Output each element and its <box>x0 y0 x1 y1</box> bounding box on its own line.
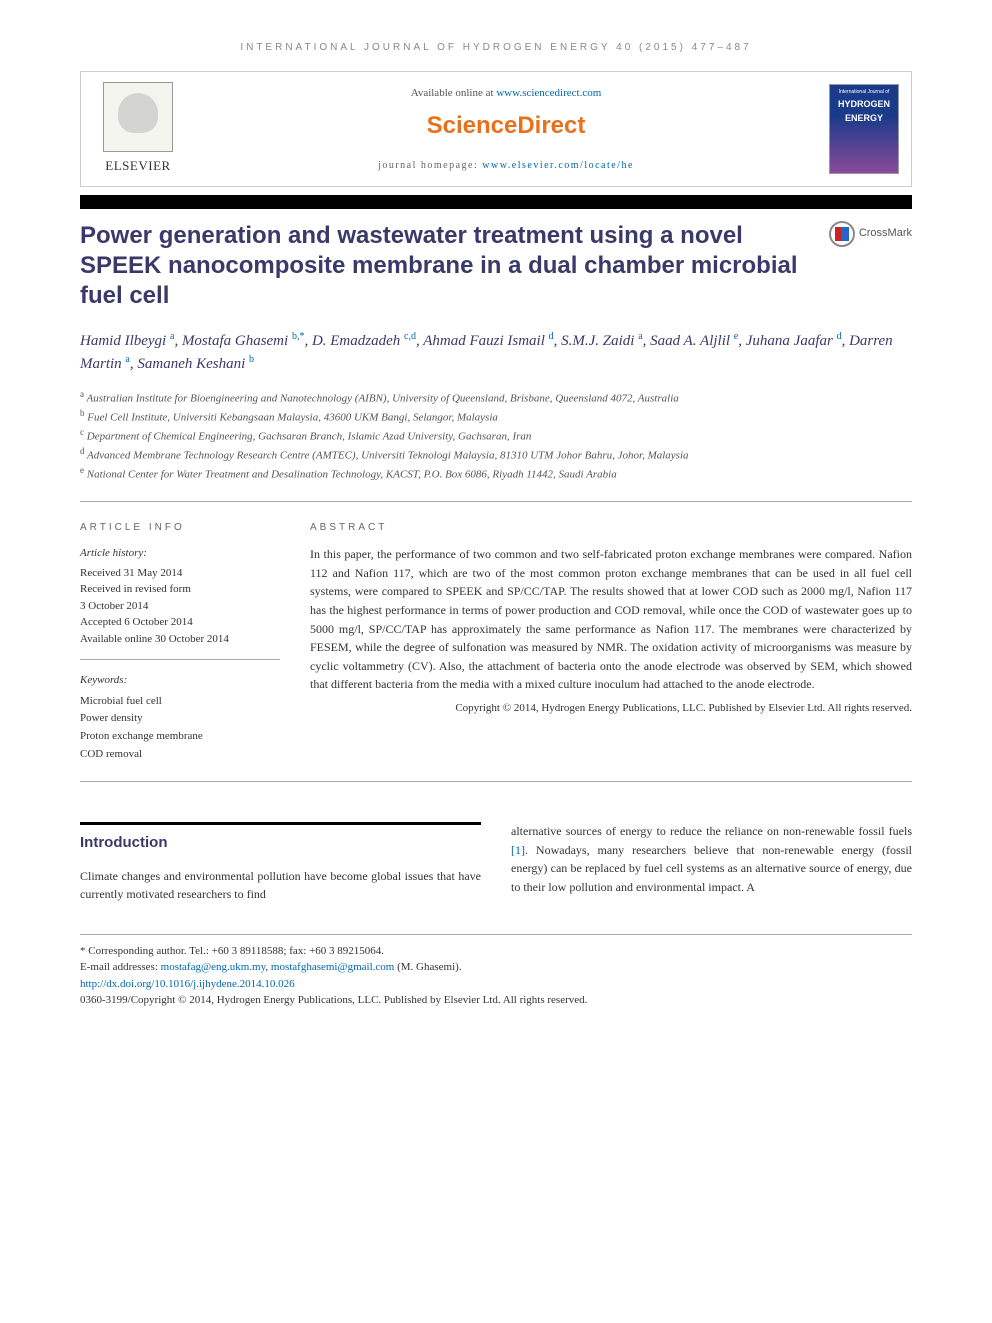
body-text: alternative sources of energy to reduce … <box>511 824 912 838</box>
history-line: Available online 30 October 2014 <box>80 631 280 648</box>
keyword-line: Microbial fuel cell <box>80 693 280 711</box>
elsevier-tree-icon <box>103 82 173 152</box>
history-line: Received in revised form <box>80 581 280 598</box>
citation-link[interactable]: [1] <box>511 843 525 857</box>
article-info-label: ARTICLE INFO <box>80 520 280 535</box>
affiliation-line: b Fuel Cell Institute, Universiti Kebang… <box>80 407 912 426</box>
article-title: Power generation and wastewater treatmen… <box>80 221 809 311</box>
keyword-line: Power density <box>80 710 280 728</box>
authors-list: Hamid Ilbeygi a, Mostafa Ghasemi b,*, D.… <box>80 329 912 376</box>
title-row: Power generation and wastewater treatmen… <box>80 221 912 311</box>
info-abstract-row: ARTICLE INFO Article history: Received 3… <box>80 501 912 782</box>
publisher-logo-block: ELSEVIER <box>93 82 183 176</box>
crossmark-label: CrossMark <box>859 225 912 242</box>
corresponding-author-line: * Corresponding author. Tel.: +60 3 8911… <box>80 943 912 960</box>
email-line: E-mail addresses: mostafag@eng.ukm.my, m… <box>80 959 912 976</box>
history-line: Accepted 6 October 2014 <box>80 614 280 631</box>
cover-main-2: ENERGY <box>845 112 883 126</box>
publisher-label: ELSEVIER <box>105 156 170 176</box>
cover-main-1: HYDROGEN <box>838 98 890 112</box>
section-heading-introduction: Introduction <box>80 822 481 854</box>
affiliation-line: e National Center for Water Treatment an… <box>80 464 912 483</box>
author-name: Samaneh Keshani b <box>137 356 254 372</box>
available-online-line: Available online at www.sciencedirect.co… <box>183 85 829 102</box>
author-name: Mostafa Ghasemi b,* <box>182 333 305 349</box>
footer-block: * Corresponding author. Tel.: +60 3 8911… <box>80 934 912 1009</box>
journal-cover-thumbnail: International Journal of HYDROGEN ENERGY <box>829 84 899 174</box>
body-paragraph: alternative sources of energy to reduce … <box>511 822 912 896</box>
affiliation-line: d Advanced Membrane Technology Research … <box>80 445 912 464</box>
author-name: D. Emadzadeh c,d <box>312 333 416 349</box>
doi-link[interactable]: http://dx.doi.org/10.1016/j.ijhydene.201… <box>80 978 295 990</box>
author-name: Juhana Jaafar d <box>746 333 842 349</box>
email-link-2[interactable]: mostafghasemi@gmail.com <box>271 961 394 973</box>
affiliations-list: a Australian Institute for Bioengineerin… <box>80 388 912 484</box>
body-columns: Introduction Climate changes and environ… <box>80 822 912 903</box>
cover-top-text: International Journal of <box>839 89 890 97</box>
running-header: INTERNATIONAL JOURNAL OF HYDROGEN ENERGY… <box>80 40 912 55</box>
body-column-right: alternative sources of energy to reduce … <box>511 822 912 903</box>
body-paragraph: Climate changes and environmental pollut… <box>80 867 481 904</box>
history-line: 3 October 2014 <box>80 598 280 615</box>
article-info-column: ARTICLE INFO Article history: Received 3… <box>80 520 280 763</box>
journal-homepage-line: journal homepage: www.elsevier.com/locat… <box>183 158 829 173</box>
keywords-block: Keywords: Microbial fuel cellPower densi… <box>80 672 280 763</box>
body-column-left: Introduction Climate changes and environ… <box>80 822 481 903</box>
sciencedirect-link[interactable]: www.sciencedirect.com <box>496 87 601 99</box>
author-name: Hamid Ilbeygi a <box>80 333 174 349</box>
homepage-label: journal homepage: <box>378 160 482 171</box>
journal-homepage-link[interactable]: www.elsevier.com/locate/he <box>482 160 634 171</box>
history-label: Article history: <box>80 545 280 562</box>
affiliation-line: c Department of Chemical Engineering, Ga… <box>80 426 912 445</box>
abstract-column: ABSTRACT In this paper, the performance … <box>310 520 912 763</box>
available-text: Available online at <box>411 87 497 99</box>
journal-header: ELSEVIER Available online at www.science… <box>80 71 912 187</box>
article-history: Article history: Received 31 May 2014Rec… <box>80 545 280 660</box>
body-text: . Nowadays, many researchers believe tha… <box>511 843 912 894</box>
author-name: Saad A. Aljlil e <box>650 333 738 349</box>
keyword-line: COD removal <box>80 746 280 764</box>
abstract-text: In this paper, the performance of two co… <box>310 545 912 694</box>
crossmark-badge[interactable]: CrossMark <box>829 221 912 247</box>
header-center: Available online at www.sciencedirect.co… <box>183 85 829 173</box>
email-suffix: (M. Ghasemi). <box>394 961 461 973</box>
history-line: Received 31 May 2014 <box>80 565 280 582</box>
separator-bar <box>80 195 912 209</box>
email-link-1[interactable]: mostafag@eng.ukm.my <box>161 961 266 973</box>
author-name: Ahmad Fauzi Ismail d <box>423 333 553 349</box>
affiliation-line: a Australian Institute for Bioengineerin… <box>80 388 912 407</box>
email-label: E-mail addresses: <box>80 961 161 973</box>
keywords-label: Keywords: <box>80 672 280 690</box>
author-name: S.M.J. Zaidi a <box>561 333 643 349</box>
abstract-copyright: Copyright © 2014, Hydrogen Energy Public… <box>310 700 912 717</box>
crossmark-icon <box>829 221 855 247</box>
keyword-line: Proton exchange membrane <box>80 728 280 746</box>
abstract-label: ABSTRACT <box>310 520 912 535</box>
issn-copyright-line: 0360-3199/Copyright © 2014, Hydrogen Ene… <box>80 992 912 1009</box>
sciencedirect-brand: ScienceDirect <box>183 108 829 144</box>
